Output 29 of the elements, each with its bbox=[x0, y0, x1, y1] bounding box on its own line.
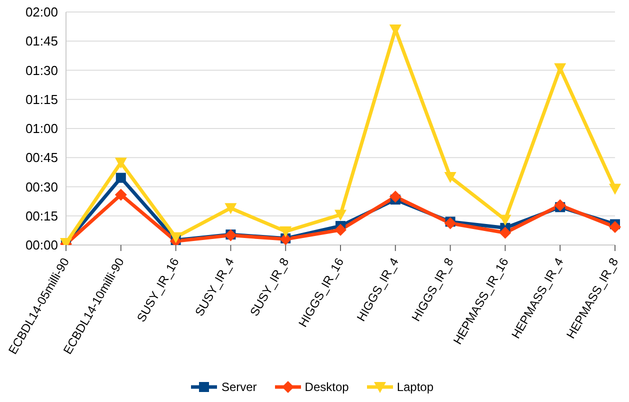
point bbox=[554, 63, 566, 74]
y-tick-label: 00:30 bbox=[25, 179, 58, 194]
legend-label: Desktop bbox=[304, 380, 349, 394]
point bbox=[224, 203, 237, 214]
y-tick-label: 02:00 bbox=[25, 4, 58, 20]
y-tick-label: 01:45 bbox=[25, 34, 58, 49]
y-tick-label: 01:15 bbox=[25, 92, 58, 107]
point bbox=[170, 232, 182, 244]
point bbox=[609, 184, 621, 195]
point bbox=[444, 172, 456, 184]
point bbox=[114, 188, 127, 201]
point bbox=[389, 190, 402, 203]
y-tick-label: 01:30 bbox=[25, 62, 58, 78]
legend-label: Laptop bbox=[396, 380, 434, 394]
point bbox=[280, 226, 292, 238]
point bbox=[389, 24, 402, 36]
point bbox=[334, 210, 346, 221]
point bbox=[554, 199, 566, 212]
y-tick-label: 01:00 bbox=[25, 121, 58, 136]
point bbox=[444, 217, 456, 230]
y-tick-label: 00:15 bbox=[25, 208, 58, 224]
y-tick-label: 00:00 bbox=[25, 238, 58, 253]
point bbox=[334, 224, 346, 236]
point bbox=[609, 220, 621, 233]
point bbox=[116, 172, 126, 183]
legend-label: Server bbox=[220, 380, 257, 394]
point bbox=[499, 226, 512, 239]
point bbox=[114, 158, 127, 169]
y-tick-label: 00:45 bbox=[25, 150, 58, 166]
